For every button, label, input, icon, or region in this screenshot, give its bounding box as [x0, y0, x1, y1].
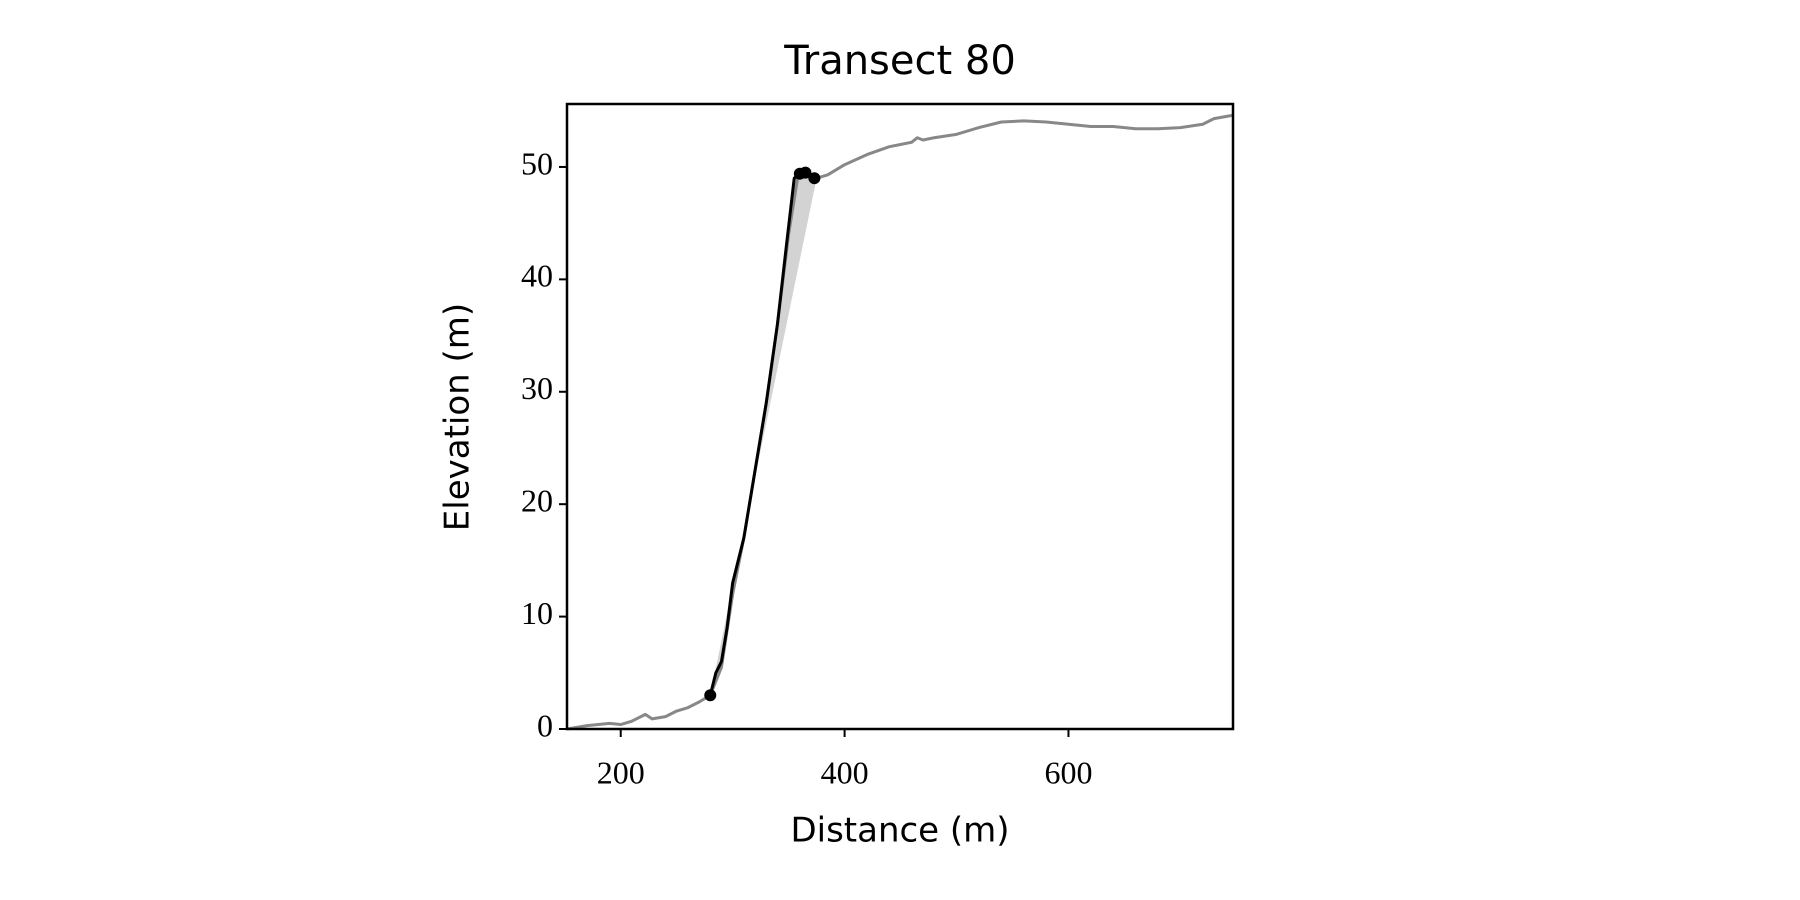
- y-tick-label: 50: [521, 145, 553, 181]
- plot-frame: [565, 102, 1235, 731]
- y-tick-label: 20: [521, 483, 553, 519]
- line: [566, 113, 1234, 731]
- x-tick-label: 200: [597, 754, 645, 790]
- y-axis-label: Elevation (m): [438, 303, 478, 531]
- y-tick-label: 40: [521, 258, 553, 294]
- x-tick-label: 400: [821, 754, 869, 790]
- x-axis-label: Distance (m): [790, 811, 1009, 851]
- y-tick-label: 0: [537, 707, 553, 743]
- point: [704, 689, 717, 702]
- fill-area: [710, 172, 817, 696]
- y-tick-label: 30: [521, 370, 553, 406]
- chart-title: Transect 80: [783, 38, 1016, 84]
- point: [808, 172, 821, 185]
- y-tick-label: 10: [521, 595, 553, 631]
- point: [799, 166, 812, 179]
- x-tick-label: 600: [1044, 754, 1092, 790]
